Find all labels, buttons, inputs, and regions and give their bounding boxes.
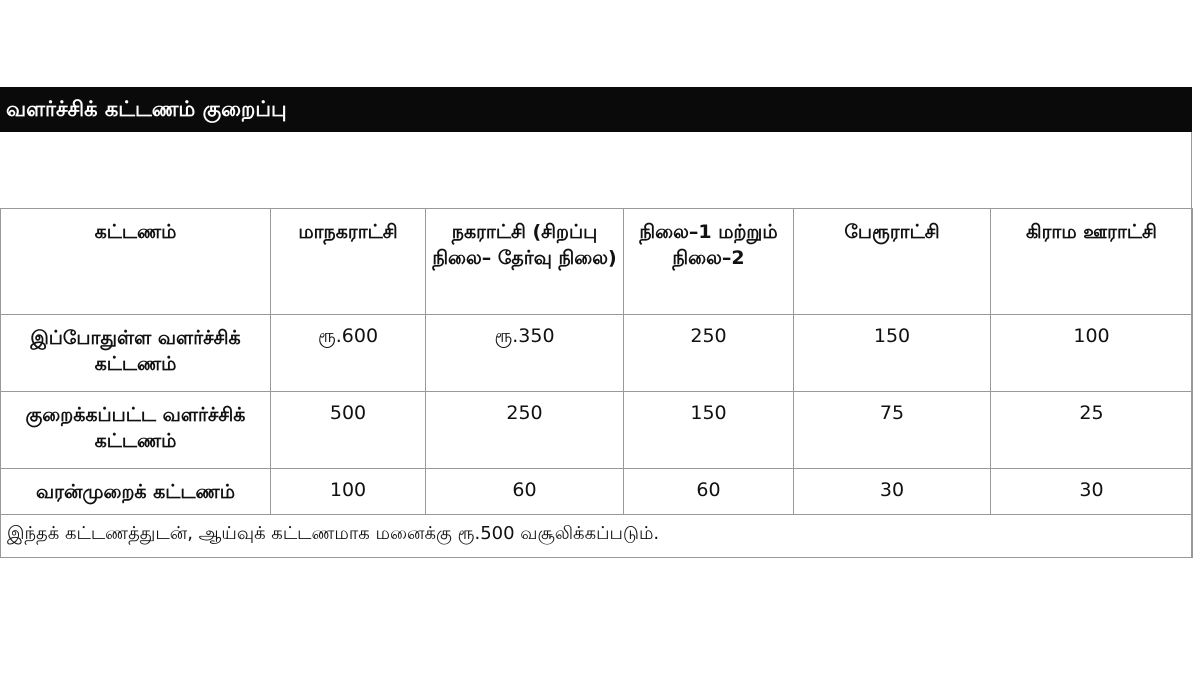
header-village-panchayat: கிராம ஊராட்சி — [990, 208, 1193, 315]
note-row: இந்தக் கட்டணத்துடன், ஆய்வுக் கட்டணமாக மன… — [0, 514, 1193, 558]
fee-table: கட்டணம் மாநகராட்சி நகராட்சி (சிறப்பு நில… — [0, 208, 1193, 558]
cell: 500 — [270, 391, 426, 469]
row-label: வரன்முறைக் கட்டணம் — [0, 468, 271, 515]
table-row: வரன்முறைக் கட்டணம் 100 60 60 30 30 — [0, 468, 1193, 515]
header-municipality-grade: நிலை–1 மற்றும் நிலை–2 — [623, 208, 794, 315]
table-row: குறைக்கப்பட்ட வளர்ச்சிக் கட்டணம் 500 250… — [0, 391, 1193, 469]
header-row: கட்டணம் மாநகராட்சி நகராட்சி (சிறப்பு நில… — [0, 208, 1193, 315]
cell: 150 — [623, 391, 794, 469]
cell: 60 — [425, 468, 624, 515]
cell: 75 — [793, 391, 991, 469]
header-fee: கட்டணம் — [0, 208, 271, 315]
footnote: இந்தக் கட்டணத்துடன், ஆய்வுக் கட்டணமாக மன… — [0, 514, 1193, 558]
cell: 25 — [990, 391, 1193, 469]
cell: 150 — [793, 314, 991, 392]
row-label: இப்போதுள்ள வளர்ச்சிக் கட்டணம் — [0, 314, 271, 392]
cell: ரூ.600 — [270, 314, 426, 392]
cell: 100 — [270, 468, 426, 515]
cell: 30 — [990, 468, 1193, 515]
table-title: வளர்ச்சிக் கட்டணம் குறைப்பு — [0, 87, 1192, 132]
cell: 100 — [990, 314, 1193, 392]
header-municipality-special: நகராட்சி (சிறப்பு நிலை– தேர்வு நிலை) — [425, 208, 624, 315]
cell: 250 — [623, 314, 794, 392]
cell: 30 — [793, 468, 991, 515]
row-label: குறைக்கப்பட்ட வளர்ச்சிக் கட்டணம் — [0, 391, 271, 469]
table-row: இப்போதுள்ள வளர்ச்சிக் கட்டணம் ரூ.600 ரூ.… — [0, 314, 1193, 392]
header-corporation: மாநகராட்சி — [270, 208, 426, 315]
cell: ரூ.350 — [425, 314, 624, 392]
cell: 60 — [623, 468, 794, 515]
header-town-panchayat: பேரூராட்சி — [793, 208, 991, 315]
cell: 250 — [425, 391, 624, 469]
